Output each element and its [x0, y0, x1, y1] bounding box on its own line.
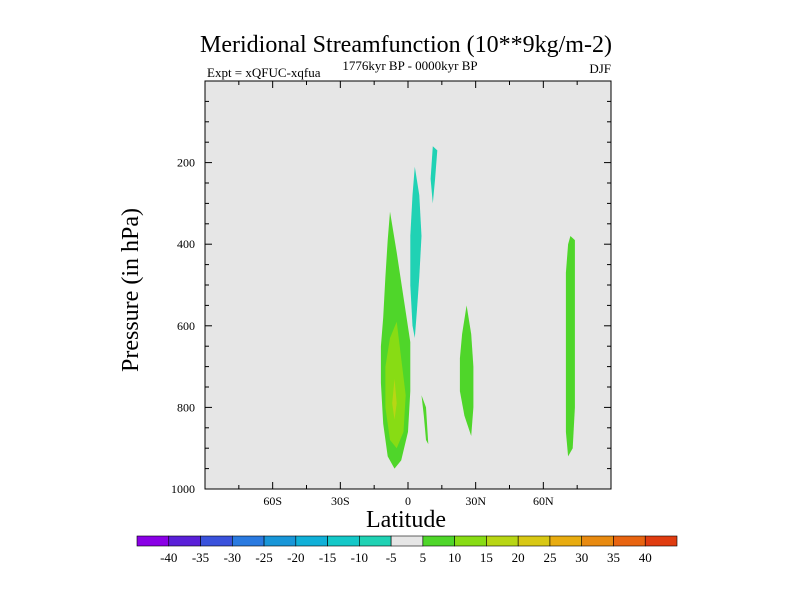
colorbar-label: 20: [512, 550, 525, 565]
region-sh-tropical-positive-10-15: [385, 321, 406, 449]
axis-ticks: 60S 30S 0 30N 60N 200 400 600 800 1000: [171, 81, 611, 508]
colorbar-label: -20: [287, 550, 304, 565]
colorbar-swatch: [327, 535, 360, 547]
colorbar-label: -5: [386, 550, 397, 565]
colorbar-label: -25: [255, 550, 272, 565]
region-nh-highlat-positive: [565, 236, 575, 457]
colorbar-label: 25: [543, 550, 556, 565]
colorbar-label: 5: [420, 550, 427, 565]
x-axis-label: Latitude: [366, 507, 446, 533]
region-eq-upper-negative-cell: [410, 166, 422, 338]
x-tick-label: 0: [405, 494, 411, 508]
y-tick-label: 800: [177, 400, 195, 414]
colorbar-label: -10: [351, 550, 368, 565]
colorbar-label: 30: [575, 550, 588, 565]
colorbar-label: 10: [448, 550, 461, 565]
x-tick-label: 30S: [331, 494, 350, 508]
colorbar-swatch: [359, 535, 392, 547]
y-axis-label: Pressure (in hPa): [118, 208, 144, 372]
contour-regions: [380, 146, 575, 469]
region-eq-upper-negative-filament: [430, 146, 438, 204]
colorbar-label: -15: [319, 550, 336, 565]
colorbar-swatch: [581, 535, 614, 547]
colorbar-label: 40: [639, 550, 652, 565]
region-eq-lower-positive-streak: [421, 395, 429, 445]
region-nh-subtropical-positive: [459, 305, 474, 436]
colorbar-swatch: [231, 535, 265, 547]
y-tick-label: 1000: [171, 482, 195, 496]
colorbar-swatch: [295, 535, 328, 547]
colorbar-label: 35: [607, 550, 620, 565]
colorbar-swatch: [390, 535, 424, 547]
x-tick-label: 30N: [465, 494, 486, 508]
colorbar-label: -35: [192, 550, 209, 565]
colorbar-swatch: [422, 535, 455, 547]
subtitle-right: DJF: [589, 61, 611, 76]
colorbar-swatch: [517, 535, 551, 547]
colorbar-swatch: [549, 535, 583, 547]
colorbar-swatch: [136, 535, 170, 547]
colorbar-label: 15: [480, 550, 493, 565]
x-tick-label: 60S: [263, 494, 282, 508]
y-tick-label: 400: [177, 237, 195, 251]
x-tick-label: 60N: [533, 494, 554, 508]
y-tick-label: 200: [177, 156, 195, 170]
colorbar: -40 -35 -30 -25 -20 -15 -10 -5 5 10 15 20 25 30 35 40: [136, 535, 678, 565]
colorbar-swatch: [613, 535, 646, 547]
colorbar-label: -30: [224, 550, 241, 565]
colorbar-label: -40: [160, 550, 177, 565]
colorbar-swatch: [644, 535, 678, 547]
y-tick-label: 600: [177, 319, 195, 333]
colorbar-swatch: [454, 535, 487, 547]
subtitle-center: 1776kyr BP - 0000kyr BP: [342, 58, 477, 73]
region-sh-tropical-positive-15-20: [392, 378, 397, 420]
subtitle-left: Expt = xQFUC-xqfua: [207, 65, 321, 80]
colorbar-swatch: [168, 535, 201, 547]
colorbar-swatch: [200, 535, 233, 547]
colorbar-swatch: [486, 535, 519, 547]
chart-title: Meridional Streamfunction (10**9kg/m-2): [200, 32, 612, 58]
colorbar-swatch: [263, 535, 297, 547]
